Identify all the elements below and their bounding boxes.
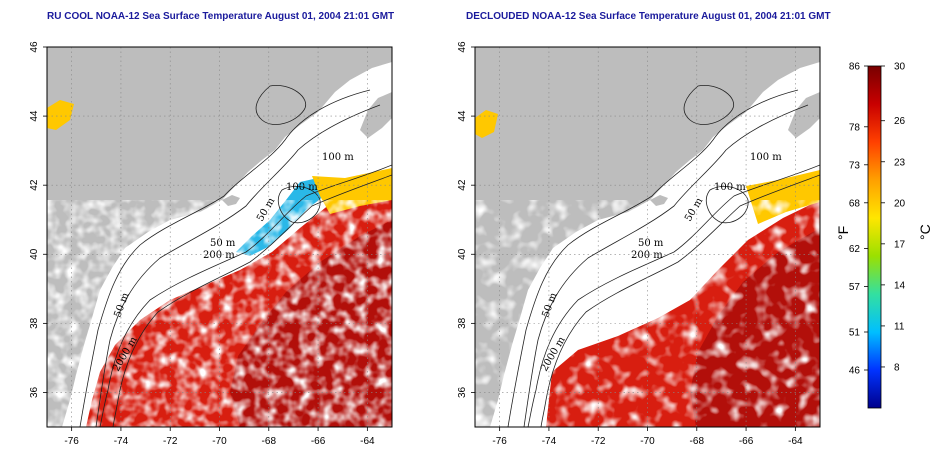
map-panel-right: 100 m 100 m 50 m 50 m 200 m 50 m 2000 m … (457, 41, 821, 447)
y-tick-label: 46 (457, 41, 468, 53)
x-axis-left: -76 -74 -72 -70 -68 -66 -64 (64, 427, 375, 447)
yellow-maine (47, 100, 74, 130)
f-tick-label: 73 (849, 160, 861, 171)
x-tick-label: -68 (690, 436, 705, 447)
c-tick-label: 17 (894, 239, 906, 250)
nova-scotia (360, 92, 392, 138)
x-tick-label: -66 (739, 436, 754, 447)
x-tick-label: -74 (114, 436, 129, 447)
f-tick-label: 86 (849, 62, 861, 73)
x-tick-label: -76 (64, 436, 79, 447)
y-tick-label: 36 (457, 386, 468, 398)
fahrenheit-unit-label: °F (835, 226, 851, 240)
c-tick-label: 23 (894, 157, 906, 168)
c-tick-label: 11 (894, 321, 905, 332)
x-tick-label: -70 (640, 436, 655, 447)
colorbar: 86 78 73 68 62 57 51 46 30 26 23 20 17 14 11 8 °F °C (835, 62, 933, 409)
colorbar-gradient (867, 65, 882, 409)
x-tick-label: -64 (360, 436, 375, 447)
f-tick-label: 46 (849, 366, 861, 377)
bathymetry-contours-right (507, 84, 820, 427)
title-left: RU COOL NOAA-12 Sea Surface Temperature … (47, 11, 395, 22)
c-tick-label: 20 (894, 198, 906, 209)
y-tick-label: 40 (29, 248, 40, 260)
map-panel-left: 100 m 100 m 50 m 50 m 200 m 50 m 2000 m … (29, 41, 393, 447)
x-axis-right: -76 -74 -72 -70 -68 -66 -64 (492, 427, 803, 447)
f-tick-label: 51 (849, 328, 861, 339)
grid-right (475, 47, 820, 427)
contour-label: 100 m (322, 152, 354, 163)
f-tick-label: 57 (849, 282, 861, 293)
y-tick-label: 46 (29, 41, 40, 53)
y-tick-label: 38 (29, 317, 40, 329)
y-axis-left: 36 38 40 42 44 46 (29, 41, 47, 398)
contour-label: 50 m (638, 238, 664, 249)
contour-label: 50 m (210, 238, 236, 249)
x-tick-label: -68 (262, 436, 277, 447)
x-tick-label: -72 (591, 436, 606, 447)
y-tick-label: 40 (457, 248, 468, 260)
y-tick-label: 36 (29, 386, 40, 398)
cape-cod (650, 195, 668, 206)
cape-cod (222, 195, 240, 206)
grid-left (47, 47, 392, 427)
contour-label: 100 m (714, 182, 746, 193)
c-tick-label: 8 (894, 362, 900, 373)
contour-label: 100 m (750, 152, 782, 163)
c-tick-label: 30 (894, 62, 906, 73)
x-tick-label: -64 (788, 436, 803, 447)
f-tick-label: 68 (849, 198, 861, 209)
nova-scotia (788, 92, 820, 138)
title-right: DECLOUDED NOAA-12 Sea Surface Temperatur… (466, 11, 831, 22)
land-mass (47, 47, 392, 427)
celsius-unit-label: °C (917, 224, 933, 240)
colorbar-c-ticks: 30 26 23 20 17 14 11 8 (881, 62, 906, 373)
f-tick-label: 78 (849, 122, 861, 133)
x-tick-label: -72 (163, 436, 178, 447)
f-tick-label: 62 (849, 244, 861, 255)
land-mass (475, 47, 820, 427)
x-tick-label: -74 (542, 436, 557, 447)
contour-label: 200 m (631, 250, 663, 261)
y-tick-label: 44 (29, 110, 40, 122)
y-axis-right: 36 38 40 42 44 46 (457, 41, 475, 398)
y-tick-label: 38 (457, 317, 468, 329)
contour-label: 200 m (203, 250, 235, 261)
x-tick-label: -70 (212, 436, 227, 447)
colorbar-f-ticks: 86 78 73 68 62 57 51 46 (849, 62, 868, 377)
yellow-maine (475, 110, 498, 138)
x-tick-label: -66 (311, 436, 326, 447)
c-tick-label: 26 (894, 116, 906, 127)
y-tick-label: 42 (29, 179, 40, 191)
y-tick-label: 44 (457, 110, 468, 122)
bathymetry-contours-left (79, 84, 392, 427)
x-tick-label: -76 (492, 436, 507, 447)
contour-label: 100 m (286, 182, 318, 193)
c-tick-label: 14 (894, 280, 906, 291)
y-tick-label: 42 (457, 179, 468, 191)
